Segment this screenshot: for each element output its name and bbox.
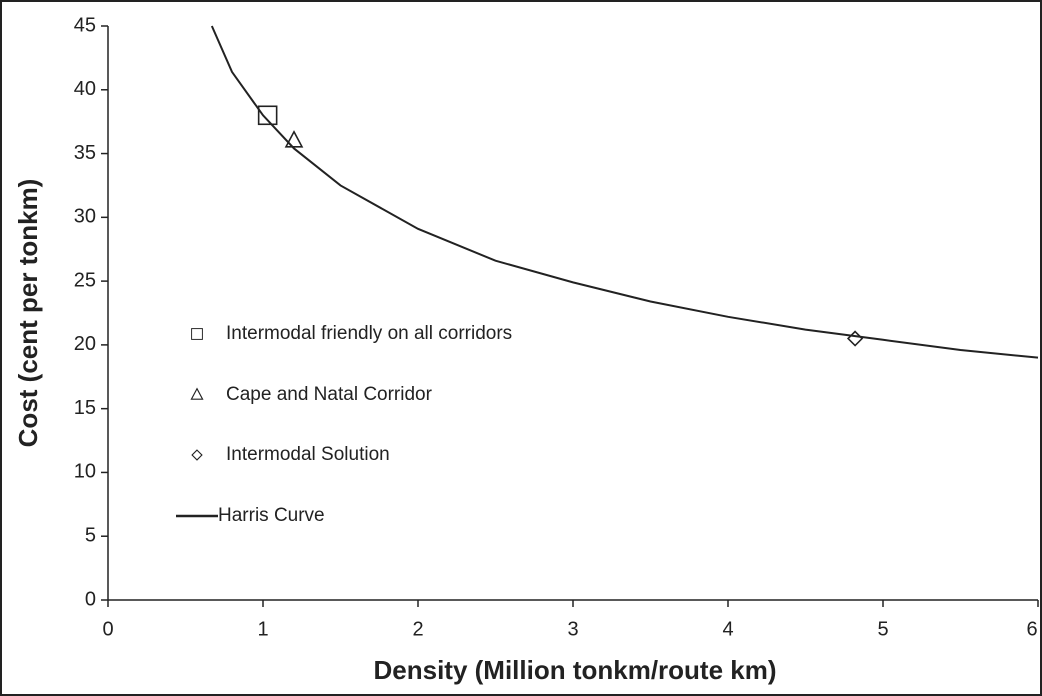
legend-text: Intermodal Solution	[226, 444, 390, 465]
legend-text: Harris Curve	[218, 505, 325, 526]
point-diamond	[846, 330, 864, 347]
point-triangle	[284, 130, 304, 148]
harris-curve	[210, 25, 1039, 359]
y-tick-label: 10	[74, 461, 96, 483]
legend-marker	[191, 449, 203, 461]
x-tick-label: 0	[102, 618, 113, 640]
x-axis-title: Density (Million tonkm/route km)	[373, 655, 776, 685]
y-tick-label: 20	[74, 333, 96, 355]
y-tick-label: 40	[74, 78, 96, 100]
y-tick-label: 15	[74, 397, 96, 419]
point-square	[257, 105, 278, 126]
x-tick-label: 3	[567, 618, 578, 640]
x-tick-label: 2	[412, 618, 423, 640]
x-tick-label: 5	[877, 618, 888, 640]
x-tick-label: 6	[1026, 618, 1037, 640]
legend-marker	[190, 387, 204, 400]
y-tick-label: 0	[85, 588, 96, 610]
legend-text: Cape and Natal Corridor	[226, 384, 433, 405]
y-tick-label: 35	[74, 142, 96, 164]
y-tick-label: 5	[85, 525, 96, 547]
x-tick-label: 1	[257, 618, 268, 640]
y-tick-label: 25	[74, 269, 96, 291]
x-tick-label: 4	[722, 618, 733, 640]
y-axis-title: Cost (cent per tonkm)	[13, 179, 43, 448]
y-tick-label: 45	[74, 14, 96, 36]
y-tick-label: 30	[74, 206, 96, 228]
legend-text: Intermodal friendly on all corridors	[226, 323, 512, 344]
legend-marker	[191, 328, 203, 340]
